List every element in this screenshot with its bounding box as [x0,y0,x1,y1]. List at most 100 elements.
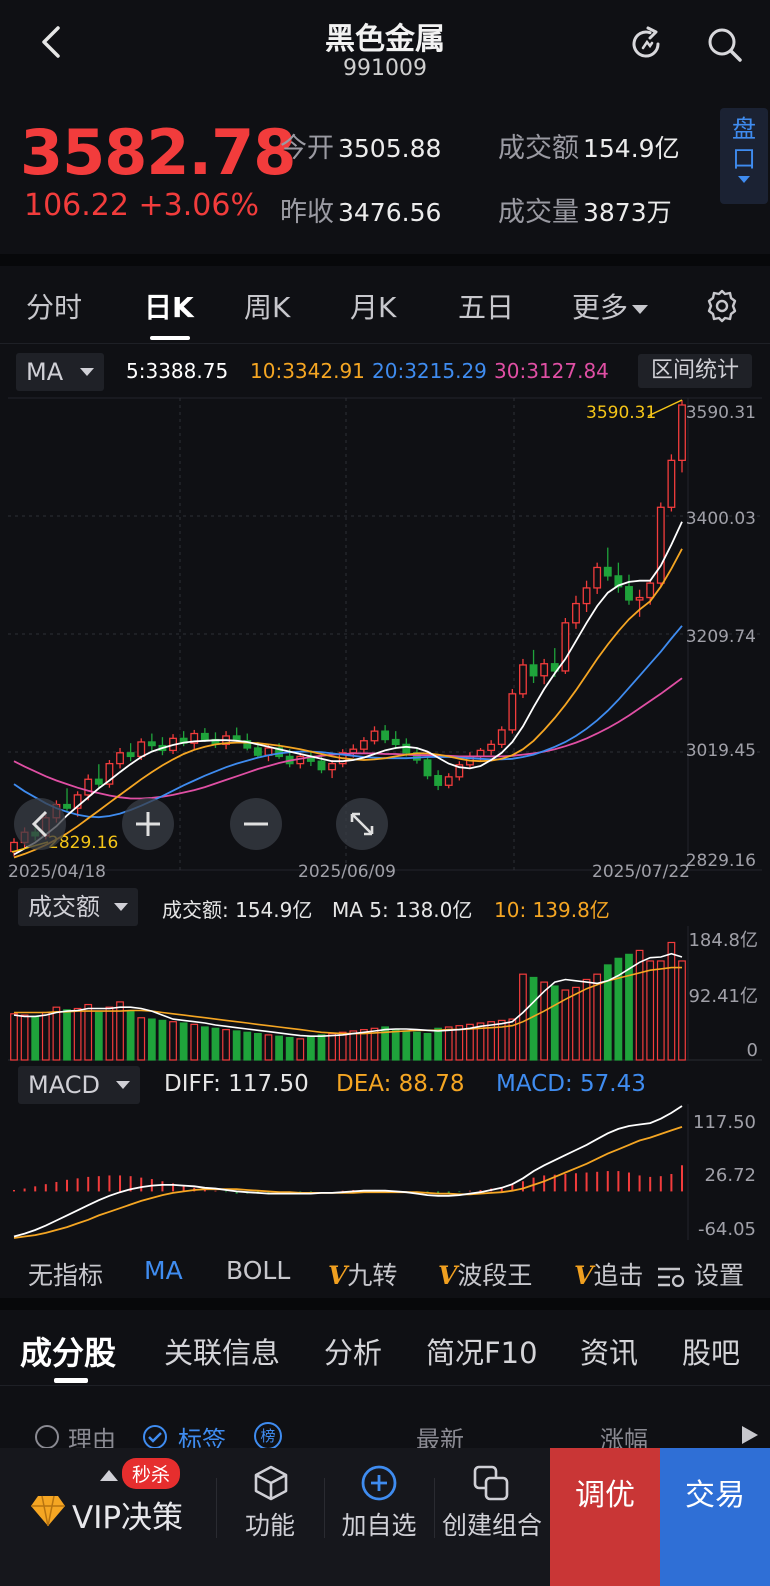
candle-body [497,729,506,746]
refresh-icon[interactable] [626,24,666,64]
gear-icon[interactable] [704,288,740,324]
volume-bar [31,1015,40,1061]
indicator-none[interactable]: 无指标 [28,1261,104,1290]
volume-bar [232,1030,241,1061]
play-right-icon[interactable] [740,1424,760,1446]
rank-badge[interactable]: 榜 [254,1422,282,1450]
volume-ma5: MA 5: 138.0亿 [332,898,473,922]
candle-body [63,803,71,809]
top-bar: 黑色金属 991009 [0,0,770,92]
volume-y-zero: 0 [747,1040,758,1061]
indicator-zhuiji[interactable]: V追击 [574,1256,643,1292]
zoom-out-button[interactable] [230,798,282,850]
volume-bar [296,1038,305,1061]
volume-bar [444,1026,453,1061]
volume-bar [169,1021,177,1061]
back-arrow-icon[interactable] [30,20,74,64]
indicator-ma[interactable]: MA [144,1256,183,1285]
tab-intraday[interactable]: 分时 [26,291,83,324]
pankou-button[interactable]: 盘 口 [720,108,768,204]
tab-five-day[interactable]: 五日 [458,291,515,324]
volume-value: 3873万 [583,198,672,227]
tab-analysis[interactable]: 分析 [324,1336,383,1370]
tab-monthly-k[interactable]: 月K [350,291,397,324]
candle-body [444,776,453,786]
chevron-down-icon [738,176,750,183]
volume-bar [593,973,602,1061]
ma10-line [13,548,683,859]
fullscreen-button[interactable] [336,798,388,850]
function-button[interactable]: 功能 [216,1448,324,1586]
volume-bar [328,1032,336,1061]
ma20-line [13,625,683,819]
indicator-settings[interactable]: 设置 [656,1256,744,1292]
tab-related-info[interactable]: 关联信息 [164,1336,281,1370]
volume-bar [572,986,580,1061]
ma5-value: 5:3388.75 [126,359,229,383]
diff-line [13,1105,683,1238]
tab-active-indicator [150,336,190,340]
indicator-boll[interactable]: BOLL [226,1256,291,1285]
candle-body [603,566,612,577]
candle-body [678,404,686,462]
candle-body [434,775,443,786]
ma5-line [13,521,683,856]
volume-bar [434,1027,443,1061]
volume-bar [63,1009,71,1061]
candle-body [126,752,135,758]
volume-bar [550,985,559,1061]
nav-divider [216,1478,217,1538]
volume-bar [243,1031,252,1061]
macd-legend-row: MACD DIFF: 117.50 DEA: 88.78 MACD: 57.43 [0,1066,770,1106]
range-stats-button[interactable]: 区间统计 [638,354,752,388]
volume-bar [211,1027,220,1061]
info-tab-active-indicator [54,1378,88,1383]
vip-decision-button[interactable]: 秒杀 VIP决策 [0,1448,216,1586]
tune-button[interactable]: 调优 [550,1448,660,1586]
macd-selector[interactable]: MACD [18,1066,140,1104]
candle-body [84,778,93,796]
radio-unchecked-icon[interactable] [34,1424,60,1450]
open-label: 今开 [280,133,334,164]
y-label-4: 3019.45 [686,741,756,761]
candle-body [646,582,655,599]
y-label-2: 3400.03 [686,509,756,529]
tab-forum[interactable]: 股吧 [682,1336,741,1370]
candle-body [625,586,633,601]
candle-body [190,732,199,744]
settings-sliders-icon [658,1267,685,1288]
search-icon[interactable] [704,24,744,64]
scroll-left-button[interactable] [14,798,66,850]
kline-chart[interactable]: 3590.31 3400.03 3209.74 3019.45 2829.16 … [0,396,770,886]
tab-weekly-k[interactable]: 周K [244,291,291,324]
volume-chart[interactable]: 184.8亿 92.41亿 0 [0,926,770,1064]
tab-constituents[interactable]: 成分股 [20,1334,117,1372]
indicator-settings-label: 设置 [693,1261,744,1290]
macd-chart[interactable]: 117.50 26.72 -64.05 [0,1104,770,1244]
volume-bar [10,1013,18,1061]
ma-lines [13,521,683,859]
tab-daily-k[interactable]: 日K [144,291,194,324]
ma-selector[interactable]: MA [16,353,104,391]
change-value: 106.22 [24,188,129,223]
volume-bar [179,1022,188,1061]
indicator-jiuzhuan[interactable]: V九转 [328,1256,397,1292]
volume-bar [20,1014,29,1061]
zoom-in-button[interactable] [122,798,174,850]
tab-news[interactable]: 资讯 [580,1336,639,1370]
create-portfolio-button[interactable]: 创建组合 [434,1448,550,1586]
plus-icon [136,812,160,836]
trade-button[interactable]: 交易 [660,1448,770,1586]
macd-histogram [13,1165,683,1194]
tab-f10[interactable]: 简况F10 [426,1336,538,1370]
pankou-label-2: 口 [732,145,756,173]
check-circle-icon[interactable] [142,1424,168,1450]
volume-selector[interactable]: 成交额 [18,888,138,926]
candle-body [529,664,538,677]
volume-bar [137,1017,146,1061]
tab-more[interactable]: 更多 [572,286,649,326]
add-watchlist-button[interactable]: 加自选 [324,1448,434,1586]
indicator-boduanwang[interactable]: V波段王 [438,1256,532,1292]
ma-selector-label: MA [26,358,64,386]
